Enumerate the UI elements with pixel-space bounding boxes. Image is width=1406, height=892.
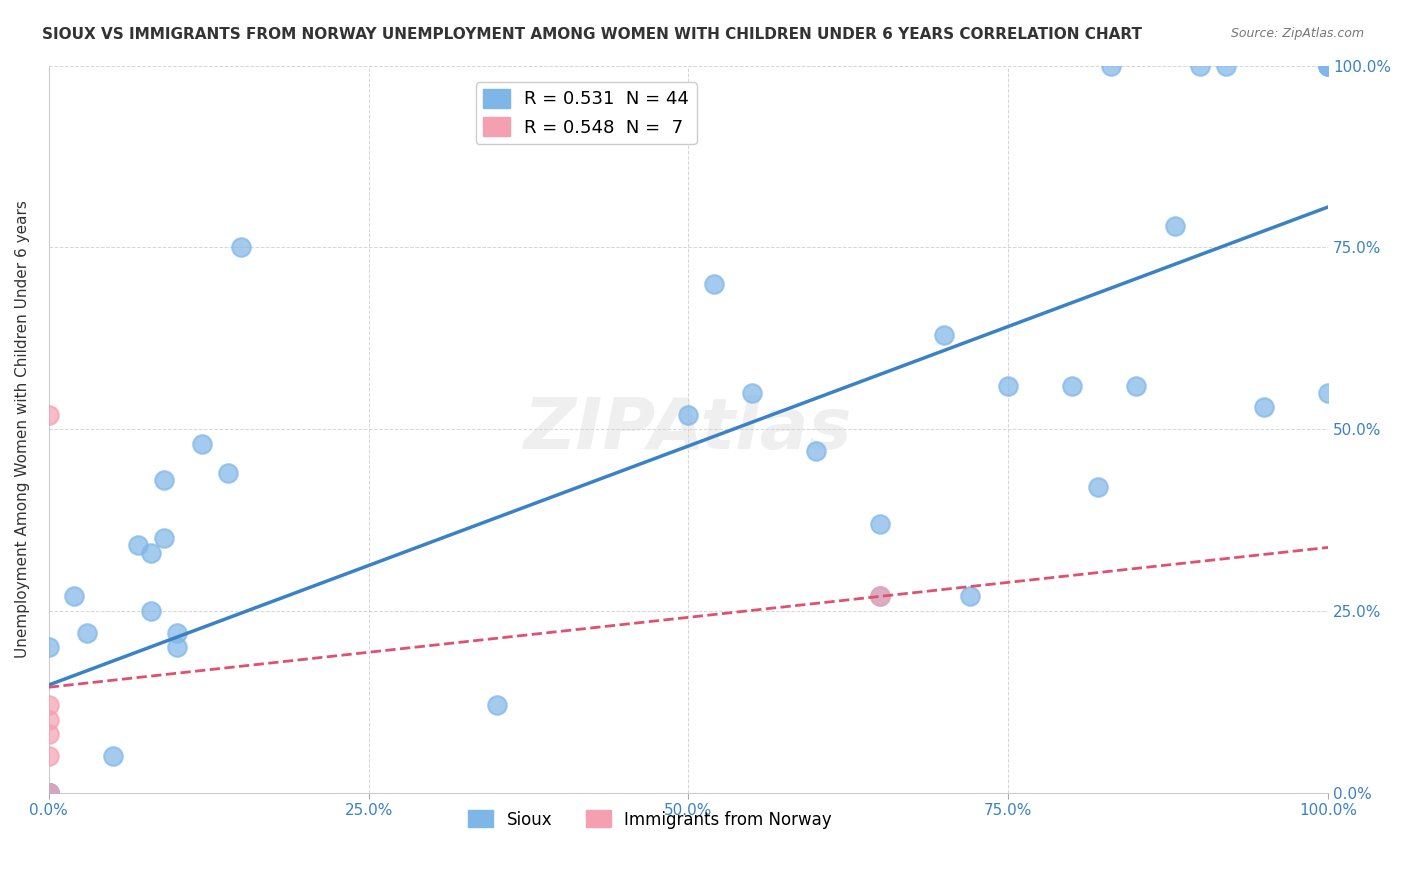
Text: Source: ZipAtlas.com: Source: ZipAtlas.com	[1230, 27, 1364, 40]
Point	[38, 786, 60, 800]
Point	[869, 590, 891, 604]
Point	[38, 786, 60, 800]
Point	[38, 786, 60, 800]
Point	[217, 466, 239, 480]
Point	[38, 786, 60, 800]
Point	[38, 408, 60, 422]
Point	[127, 538, 149, 552]
Text: SIOUX VS IMMIGRANTS FROM NORWAY UNEMPLOYMENT AMONG WOMEN WITH CHILDREN UNDER 6 Y: SIOUX VS IMMIGRANTS FROM NORWAY UNEMPLOY…	[42, 27, 1142, 42]
Point	[1189, 59, 1212, 73]
Point	[166, 640, 188, 655]
Point	[1317, 59, 1340, 73]
Point	[38, 640, 60, 655]
Point	[63, 590, 86, 604]
Point	[1253, 401, 1275, 415]
Point	[229, 240, 252, 254]
Y-axis label: Unemployment Among Women with Children Under 6 years: Unemployment Among Women with Children U…	[15, 200, 30, 658]
Point	[741, 385, 763, 400]
Point	[101, 749, 124, 764]
Point	[38, 786, 60, 800]
Point	[869, 516, 891, 531]
Point	[1099, 59, 1122, 73]
Point	[806, 444, 828, 458]
Point	[38, 786, 60, 800]
Text: ZIPAtlas: ZIPAtlas	[524, 394, 852, 464]
Point	[38, 749, 60, 764]
Point	[934, 327, 956, 342]
Point	[1317, 385, 1340, 400]
Point	[139, 546, 162, 560]
Point	[38, 727, 60, 741]
Point	[1317, 59, 1340, 73]
Point	[1087, 480, 1109, 494]
Point	[166, 625, 188, 640]
Point	[1062, 378, 1084, 392]
Point	[485, 698, 508, 713]
Point	[1317, 59, 1340, 73]
Point	[38, 786, 60, 800]
Point	[38, 786, 60, 800]
Point	[76, 625, 98, 640]
Point	[191, 436, 214, 450]
Point	[153, 473, 176, 487]
Point	[678, 408, 700, 422]
Point	[959, 590, 981, 604]
Point	[139, 604, 162, 618]
Point	[1215, 59, 1237, 73]
Legend: Sioux, Immigrants from Norway: Sioux, Immigrants from Norway	[461, 804, 838, 835]
Point	[38, 786, 60, 800]
Point	[38, 698, 60, 713]
Point	[997, 378, 1019, 392]
Point	[703, 277, 725, 291]
Point	[153, 531, 176, 545]
Point	[869, 590, 891, 604]
Point	[1163, 219, 1185, 233]
Point	[1125, 378, 1147, 392]
Point	[38, 713, 60, 727]
